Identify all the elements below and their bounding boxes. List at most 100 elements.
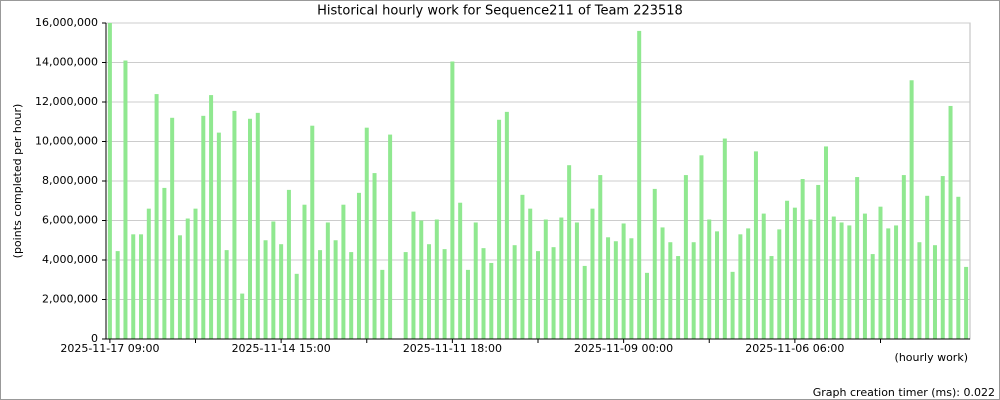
bar bbox=[862, 213, 867, 339]
bar bbox=[886, 228, 891, 339]
bar bbox=[248, 118, 252, 339]
bar bbox=[901, 175, 906, 339]
bar bbox=[652, 188, 657, 339]
bar bbox=[637, 30, 642, 340]
bar bbox=[870, 254, 875, 339]
bar bbox=[139, 234, 144, 339]
bar bbox=[917, 242, 922, 339]
bar bbox=[940, 176, 945, 339]
bar bbox=[567, 165, 572, 339]
bar bbox=[154, 94, 159, 339]
bar bbox=[450, 61, 455, 339]
x-tick-label: 2025-11-09 00:00 bbox=[574, 342, 673, 355]
bar bbox=[894, 225, 899, 339]
bar bbox=[808, 219, 813, 339]
y-tick-label: 0 bbox=[91, 332, 98, 345]
bar bbox=[224, 250, 229, 339]
bar bbox=[668, 242, 673, 339]
bar bbox=[707, 219, 712, 339]
bar bbox=[528, 208, 533, 339]
y-tick-label: 6,000,000 bbox=[42, 214, 98, 227]
bar bbox=[606, 237, 611, 339]
bar bbox=[925, 195, 930, 339]
bar bbox=[932, 245, 937, 339]
bar bbox=[473, 222, 478, 339]
bar bbox=[240, 293, 245, 339]
bar bbox=[512, 245, 517, 339]
bar bbox=[598, 175, 603, 339]
bar bbox=[878, 206, 883, 339]
bar bbox=[271, 221, 276, 339]
x-tick-label: 2025-11-11 18:00 bbox=[403, 342, 502, 355]
y-axis-label: (points completed per hour) bbox=[11, 104, 24, 259]
bar bbox=[831, 216, 836, 339]
bar bbox=[964, 266, 969, 339]
bar bbox=[621, 223, 626, 339]
y-tick-label: 2,000,000 bbox=[42, 293, 98, 306]
bar bbox=[177, 235, 182, 339]
bar bbox=[800, 179, 805, 339]
bar bbox=[536, 251, 540, 339]
bar bbox=[792, 207, 797, 339]
bar bbox=[201, 115, 206, 339]
bar bbox=[458, 202, 463, 339]
bar bbox=[777, 229, 782, 339]
y-tick-label: 16,000,000 bbox=[35, 16, 98, 29]
footer: Graph creation timer (ms): 0.022 bbox=[813, 386, 995, 399]
bar bbox=[613, 241, 618, 339]
bar bbox=[115, 251, 120, 339]
bar bbox=[310, 125, 315, 339]
bar bbox=[232, 110, 237, 339]
bar bbox=[131, 234, 136, 339]
x-axis-label: (hourly work) bbox=[895, 351, 968, 364]
bar bbox=[279, 244, 284, 339]
bar bbox=[644, 272, 649, 339]
bar bbox=[481, 248, 486, 339]
bar bbox=[356, 192, 361, 339]
bar bbox=[504, 111, 509, 339]
bar bbox=[699, 155, 704, 339]
bar bbox=[816, 184, 821, 339]
bar bbox=[590, 208, 595, 339]
x-tick-label: 2025-11-06 06:00 bbox=[745, 342, 844, 355]
bar bbox=[824, 146, 828, 339]
bar bbox=[123, 60, 128, 340]
y-tick-label: 12,000,000 bbox=[35, 95, 98, 108]
y-tick-label: 14,000,000 bbox=[35, 56, 98, 69]
bar bbox=[193, 208, 198, 339]
bar bbox=[286, 189, 291, 339]
bar bbox=[419, 220, 424, 339]
bar bbox=[660, 227, 665, 339]
bar bbox=[691, 242, 696, 339]
bar bbox=[442, 249, 447, 339]
bar bbox=[434, 219, 439, 339]
bar bbox=[582, 265, 587, 339]
bar bbox=[722, 138, 727, 339]
bar bbox=[465, 269, 470, 339]
bar bbox=[753, 151, 758, 339]
bar bbox=[209, 95, 214, 340]
bar bbox=[839, 222, 844, 339]
bar bbox=[255, 112, 260, 339]
bar bbox=[372, 173, 377, 339]
bar bbox=[738, 234, 743, 339]
bar bbox=[318, 250, 323, 339]
x-tick-label: 2025-11-17 09:00 bbox=[60, 342, 159, 355]
bar bbox=[341, 204, 346, 339]
x-tick-label: 2025-11-14 15:00 bbox=[232, 342, 331, 355]
bar bbox=[403, 252, 408, 339]
bar bbox=[520, 194, 525, 339]
bar bbox=[715, 231, 720, 339]
bar bbox=[785, 200, 790, 339]
y-tick-label: 10,000,000 bbox=[35, 135, 98, 148]
bar bbox=[769, 256, 774, 339]
bar bbox=[746, 228, 751, 339]
bar bbox=[427, 244, 432, 339]
bar bbox=[325, 222, 330, 339]
bar bbox=[489, 262, 494, 339]
bar bbox=[302, 204, 307, 339]
bar bbox=[162, 187, 167, 339]
bar bbox=[107, 23, 112, 339]
y-tick-label: 4,000,000 bbox=[42, 253, 98, 266]
